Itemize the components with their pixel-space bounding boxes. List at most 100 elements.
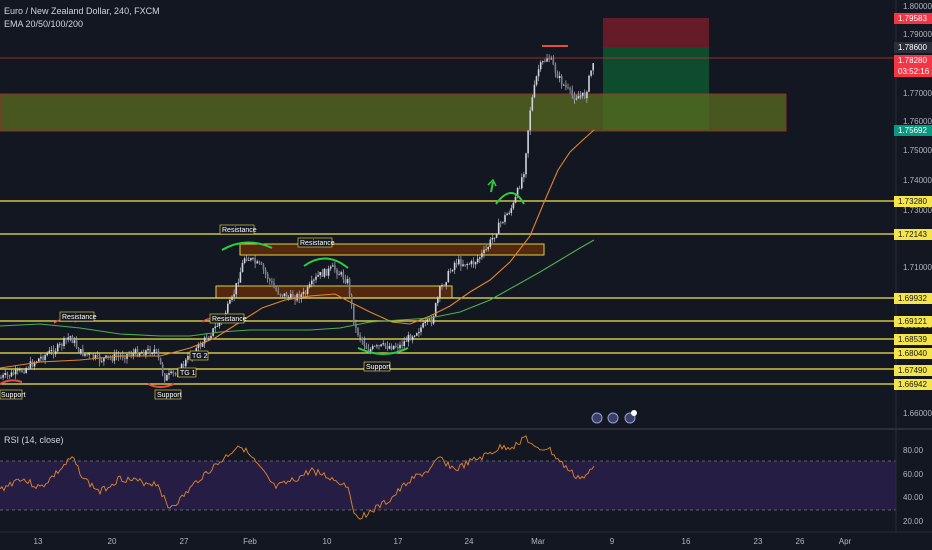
candle-body <box>409 334 412 341</box>
rsi-tick-label: 20.00 <box>903 517 924 526</box>
candle-body <box>208 338 210 340</box>
price-tick-label: 1.77000 <box>903 89 932 98</box>
ema-50-line[interactable] <box>0 129 595 369</box>
top-arc-1[interactable] <box>221 241 273 251</box>
event-flag-icon[interactable] <box>607 412 619 424</box>
label-tg2[interactable]: TG 2 <box>192 353 208 360</box>
candle-body <box>533 84 536 98</box>
candle-body <box>241 262 244 273</box>
candle-body <box>573 95 576 100</box>
candle-body <box>338 274 340 276</box>
price-pane[interactable] <box>0 0 896 428</box>
candle-body <box>111 357 114 361</box>
candle-body <box>31 361 34 367</box>
ema-200-line[interactable] <box>0 239 595 337</box>
price-tick-label: 1.66000 <box>903 409 932 418</box>
time-label: 20 <box>108 537 117 546</box>
candle-body <box>157 350 160 358</box>
candle-body <box>390 346 393 350</box>
label-resistance-3[interactable]: Resistance <box>62 314 97 321</box>
rsi-axis-ticks: 80.00 60.00 40.00 20.00 <box>903 446 924 526</box>
symbol-title[interactable]: Euro / New Zealand Dollar, 240, FXCM <box>4 6 160 16</box>
candle-body <box>525 153 527 175</box>
candle-body <box>361 338 363 341</box>
candle-body <box>130 354 132 356</box>
candle-body <box>376 345 378 347</box>
label-resistance-1[interactable]: Resistance <box>222 227 257 234</box>
price-tick-label: 1.73000 <box>903 206 932 215</box>
candle-body <box>233 294 235 297</box>
event-count-badge-icon <box>631 410 637 416</box>
candle-body <box>67 337 69 340</box>
label-resistance-2[interactable]: Resistance <box>300 240 335 247</box>
label-tg1[interactable]: TG 1 <box>180 370 196 377</box>
support-arc-2[interactable] <box>147 383 175 388</box>
candle-body <box>357 328 359 336</box>
time-label: Feb <box>243 537 257 546</box>
label-resistance-4[interactable]: Resistance <box>212 316 247 323</box>
candle-body <box>206 337 208 340</box>
candle-body <box>426 319 429 322</box>
candle-body <box>56 344 59 352</box>
candle-body <box>48 350 51 354</box>
bottom-arc[interactable] <box>357 347 409 355</box>
candle-body <box>437 297 439 304</box>
candle-body <box>546 58 548 62</box>
candle-body <box>231 296 233 300</box>
price-tag: 1.68040 <box>894 348 932 359</box>
stop-loss-zone[interactable] <box>603 18 709 47</box>
candle-body <box>386 346 389 349</box>
candle-body <box>344 279 347 284</box>
price-tag: 1.69121 <box>894 316 932 327</box>
candle-body <box>281 294 284 297</box>
candle-body <box>75 340 78 348</box>
top-arc-2[interactable] <box>303 257 349 269</box>
event-icons[interactable] <box>591 410 637 424</box>
price-tag: 1.75692 <box>894 125 932 136</box>
candle-body <box>460 259 462 267</box>
label-support-3[interactable]: Support <box>366 364 391 371</box>
demand-zone[interactable] <box>0 93 787 132</box>
candle-body <box>59 343 61 345</box>
candle-body <box>237 282 240 284</box>
candle-body <box>489 239 492 248</box>
candle-body <box>378 345 380 347</box>
candle-body <box>73 340 76 344</box>
candle-body <box>153 349 156 354</box>
time-label: 10 <box>323 537 332 546</box>
candle-body <box>355 323 357 329</box>
candle-body <box>539 62 542 70</box>
rsi-legend[interactable]: RSI (14, close) <box>4 435 64 445</box>
resistance-box-lower[interactable] <box>215 285 453 299</box>
label-support-2[interactable]: Support <box>157 392 182 399</box>
indicator-legend[interactable]: EMA 20/50/100/200 <box>4 19 84 29</box>
price-tag: 1.72143 <box>894 229 932 240</box>
breakout-arc[interactable] <box>495 192 525 205</box>
candle-body <box>92 353 95 359</box>
candle-body <box>174 372 177 374</box>
candle-body <box>481 253 483 258</box>
candle-body <box>256 261 258 264</box>
time-label: 23 <box>754 537 763 546</box>
label-support-1[interactable]: Support <box>1 392 26 399</box>
support-arc-1[interactable] <box>0 379 23 385</box>
horizontal-levels[interactable] <box>0 200 896 385</box>
candle-body <box>462 264 464 267</box>
candle-body <box>252 258 254 259</box>
up-arrow[interactable] <box>490 181 494 193</box>
candle-body <box>159 357 162 365</box>
candle-body <box>575 98 578 100</box>
event-flag-icon[interactable] <box>591 412 603 424</box>
resistance-box-upper[interactable] <box>239 243 545 256</box>
candle-body <box>254 258 256 264</box>
candle-body <box>451 270 454 272</box>
candle-body <box>537 69 540 77</box>
candle-body <box>531 97 534 111</box>
candle-body <box>380 344 382 347</box>
candle-body <box>140 351 143 354</box>
candle-body <box>382 343 384 345</box>
candle-body <box>29 361 32 369</box>
annotation-labels: Resistance Resistance Resistance Resista… <box>0 224 391 400</box>
candle-body <box>485 249 487 250</box>
